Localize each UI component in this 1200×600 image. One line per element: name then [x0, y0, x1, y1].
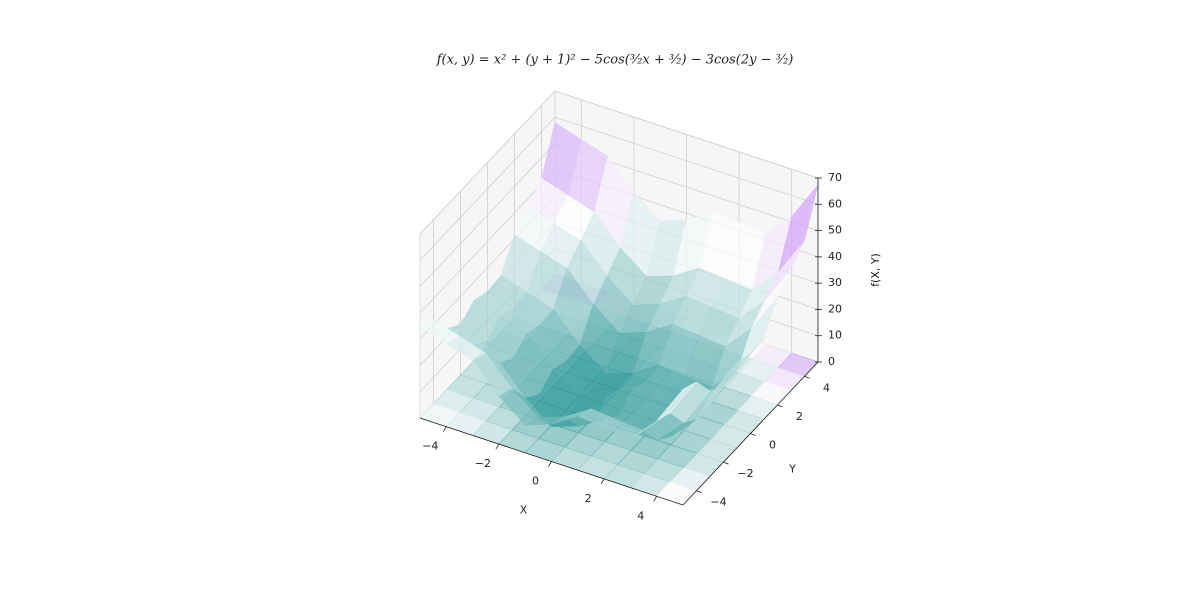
y-tick-label: 2	[796, 410, 803, 423]
z-tick-label: 20	[828, 302, 842, 315]
x-tick-label: −4	[422, 440, 438, 453]
z-tick-label: 60	[828, 197, 842, 210]
x-tick-label: −2	[475, 457, 491, 470]
x-tick-label: 2	[585, 492, 592, 505]
z-axis-label: f(X, Y)	[869, 253, 882, 287]
grid-line	[419, 169, 556, 314]
grid-line	[554, 116, 819, 205]
y-tick	[777, 404, 783, 408]
y-axis-label: Y	[788, 463, 796, 476]
grid-line	[419, 90, 556, 235]
y-tick	[696, 490, 702, 494]
x-tick	[442, 426, 447, 432]
y-tick	[723, 461, 729, 465]
y-tick-label: 0	[769, 439, 776, 452]
y-tick-label: 4	[823, 381, 830, 394]
x-tick	[495, 443, 500, 450]
x-axis-label: X	[520, 504, 528, 517]
x-tick-label: 0	[532, 475, 539, 488]
x-tick	[653, 496, 658, 502]
z-tick-label: 50	[828, 224, 842, 237]
y-tick	[804, 375, 810, 379]
chart-title: f(x, y) = x² + (y + 1)² − 5cos(³⁄₂x + ³⁄…	[436, 53, 794, 68]
x-tick	[600, 478, 605, 485]
grid-line	[419, 117, 556, 261]
surface-cell	[656, 381, 697, 421]
y-tick-label: −4	[710, 496, 726, 509]
x-tick	[548, 461, 552, 467]
y-tick	[750, 433, 756, 436]
grid-line	[419, 143, 556, 287]
z-tick-label: 70	[828, 171, 842, 184]
z-tick-label: 40	[828, 250, 842, 263]
y-tick-label: −2	[737, 467, 753, 480]
grid-line	[554, 90, 819, 179]
z-tick-label: 30	[828, 276, 842, 289]
z-tick-label: 0	[828, 355, 835, 368]
z-tick-label: 10	[828, 329, 842, 342]
x-tick-label: 4	[637, 509, 644, 522]
